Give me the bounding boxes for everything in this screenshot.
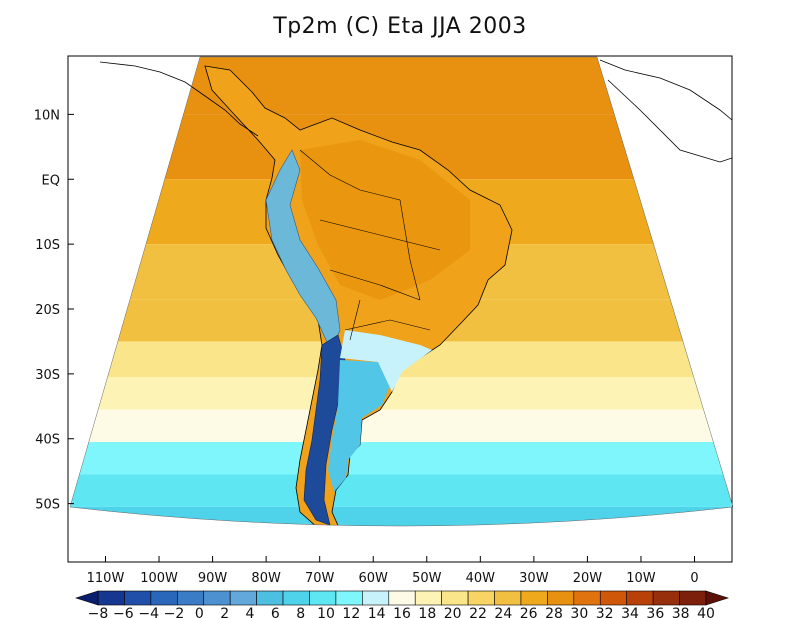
colorbar-swatch <box>494 590 522 606</box>
temperature-band <box>70 409 732 442</box>
colorbar-label: −2 <box>164 606 185 618</box>
andes-highlands <box>265 149 341 351</box>
pampas <box>340 330 432 392</box>
x-tick-label: 20W <box>573 571 603 586</box>
colorbar-swatch <box>626 590 654 606</box>
y-tick-label: 10N <box>34 108 60 123</box>
south-america-landmass <box>204 65 513 526</box>
colorbar-swatch <box>203 590 231 606</box>
colorbar-swatch <box>441 590 469 606</box>
colorbar-label: 0 <box>195 606 204 618</box>
x-tick-label: 0 <box>690 571 698 586</box>
colorbar-label: 2 <box>220 606 229 618</box>
colorbar-label: 38 <box>672 606 690 618</box>
colorbar-label: 28 <box>545 606 563 618</box>
colorbar-label: −8 <box>88 606 109 618</box>
colorbar-swatch <box>573 590 601 606</box>
y-axis: 10N EQ 10S 20S 30S 40S 50S <box>34 108 74 513</box>
colorbar-swatch <box>124 590 152 606</box>
colorbar-swatch <box>282 590 310 606</box>
temperature-band <box>70 441 732 475</box>
colorbar-extend-low <box>75 590 99 606</box>
colorbar-swatch <box>388 590 416 606</box>
domain-boundary <box>69 56 734 527</box>
colorbar-label: 34 <box>621 606 639 618</box>
colorbar-swatch <box>309 590 337 606</box>
temperature-band <box>70 377 732 410</box>
x-tick-label: 80W <box>251 571 281 586</box>
x-axis: 110W 100W 90W 80W 70W 60W 50W 40W 30W 20W 10W 0 <box>87 556 699 586</box>
central-america-outline <box>99 61 259 137</box>
colorbar-label: 32 <box>596 606 614 618</box>
colorbar-label: 36 <box>646 606 664 618</box>
colorbar-label: −4 <box>138 606 159 618</box>
colorbar-swatch <box>652 590 680 606</box>
colorbar-swatch <box>520 590 548 606</box>
y-tick-label: EQ <box>42 173 60 188</box>
country-borders <box>299 149 441 341</box>
colorbar-label: 20 <box>444 606 462 618</box>
colorbar-swatch <box>679 590 707 606</box>
colorbar-label: 8 <box>296 606 305 618</box>
colorbar-label: 16 <box>393 606 411 618</box>
colorbar-extend-high <box>705 590 729 606</box>
x-tick-label: 60W <box>359 571 389 586</box>
y-tick-label: 10S <box>35 238 60 253</box>
x-tick-label: 110W <box>87 571 125 586</box>
temperature-band <box>70 474 732 507</box>
colorbar-swatch <box>599 590 627 606</box>
colorbar-label: 24 <box>494 606 512 618</box>
y-tick-label: 30S <box>35 368 60 383</box>
colorbar-swatch <box>97 590 125 606</box>
patagonia <box>328 360 392 492</box>
colorbar-swatch <box>229 590 257 606</box>
x-tick-label: 40W <box>466 571 496 586</box>
x-tick-label: 50W <box>412 571 442 586</box>
colorbar-label: −6 <box>113 606 134 618</box>
colorbar-swatch <box>467 590 495 606</box>
colorbar: −8 −6 −4 −2 0 2 4 6 8 10 12 14 16 18 20 22 24 26 28 30 32 34 3… <box>75 590 729 618</box>
x-tick-label: 30W <box>519 571 549 586</box>
colorbar-label: 6 <box>271 606 280 618</box>
colorbar-label: 4 <box>246 606 255 618</box>
colorbar-label: 40 <box>697 606 715 618</box>
x-tick-label: 100W <box>140 571 178 586</box>
colorbar-label: 22 <box>469 606 487 618</box>
y-tick-label: 20S <box>35 303 60 318</box>
amazon-basin <box>300 140 470 300</box>
x-tick-label: 70W <box>305 571 335 586</box>
x-tick-label: 10W <box>626 571 656 586</box>
colorbar-label: 18 <box>418 606 436 618</box>
colorbar-swatch <box>177 590 205 606</box>
y-tick-label: 40S <box>35 433 60 448</box>
colorbar-label: 12 <box>342 606 360 618</box>
y-tick-label: 50S <box>35 498 60 513</box>
colorbar-label: 10 <box>317 606 335 618</box>
colorbar-swatch <box>547 590 575 606</box>
africa-outline <box>599 59 732 163</box>
colorbar-label: 26 <box>520 606 538 618</box>
colorbar-label: 14 <box>368 606 386 618</box>
x-tick-label: 90W <box>198 571 228 586</box>
chart-title: Tp2m (C) Eta JJA 2003 <box>273 14 527 39</box>
colorbar-label: 30 <box>570 606 588 618</box>
colorbar-swatch <box>256 590 284 606</box>
colorbar-swatch <box>362 590 390 606</box>
colorbar-swatch <box>414 590 442 606</box>
colorbar-swatch <box>335 590 363 606</box>
colorbar-swatch <box>150 590 178 606</box>
